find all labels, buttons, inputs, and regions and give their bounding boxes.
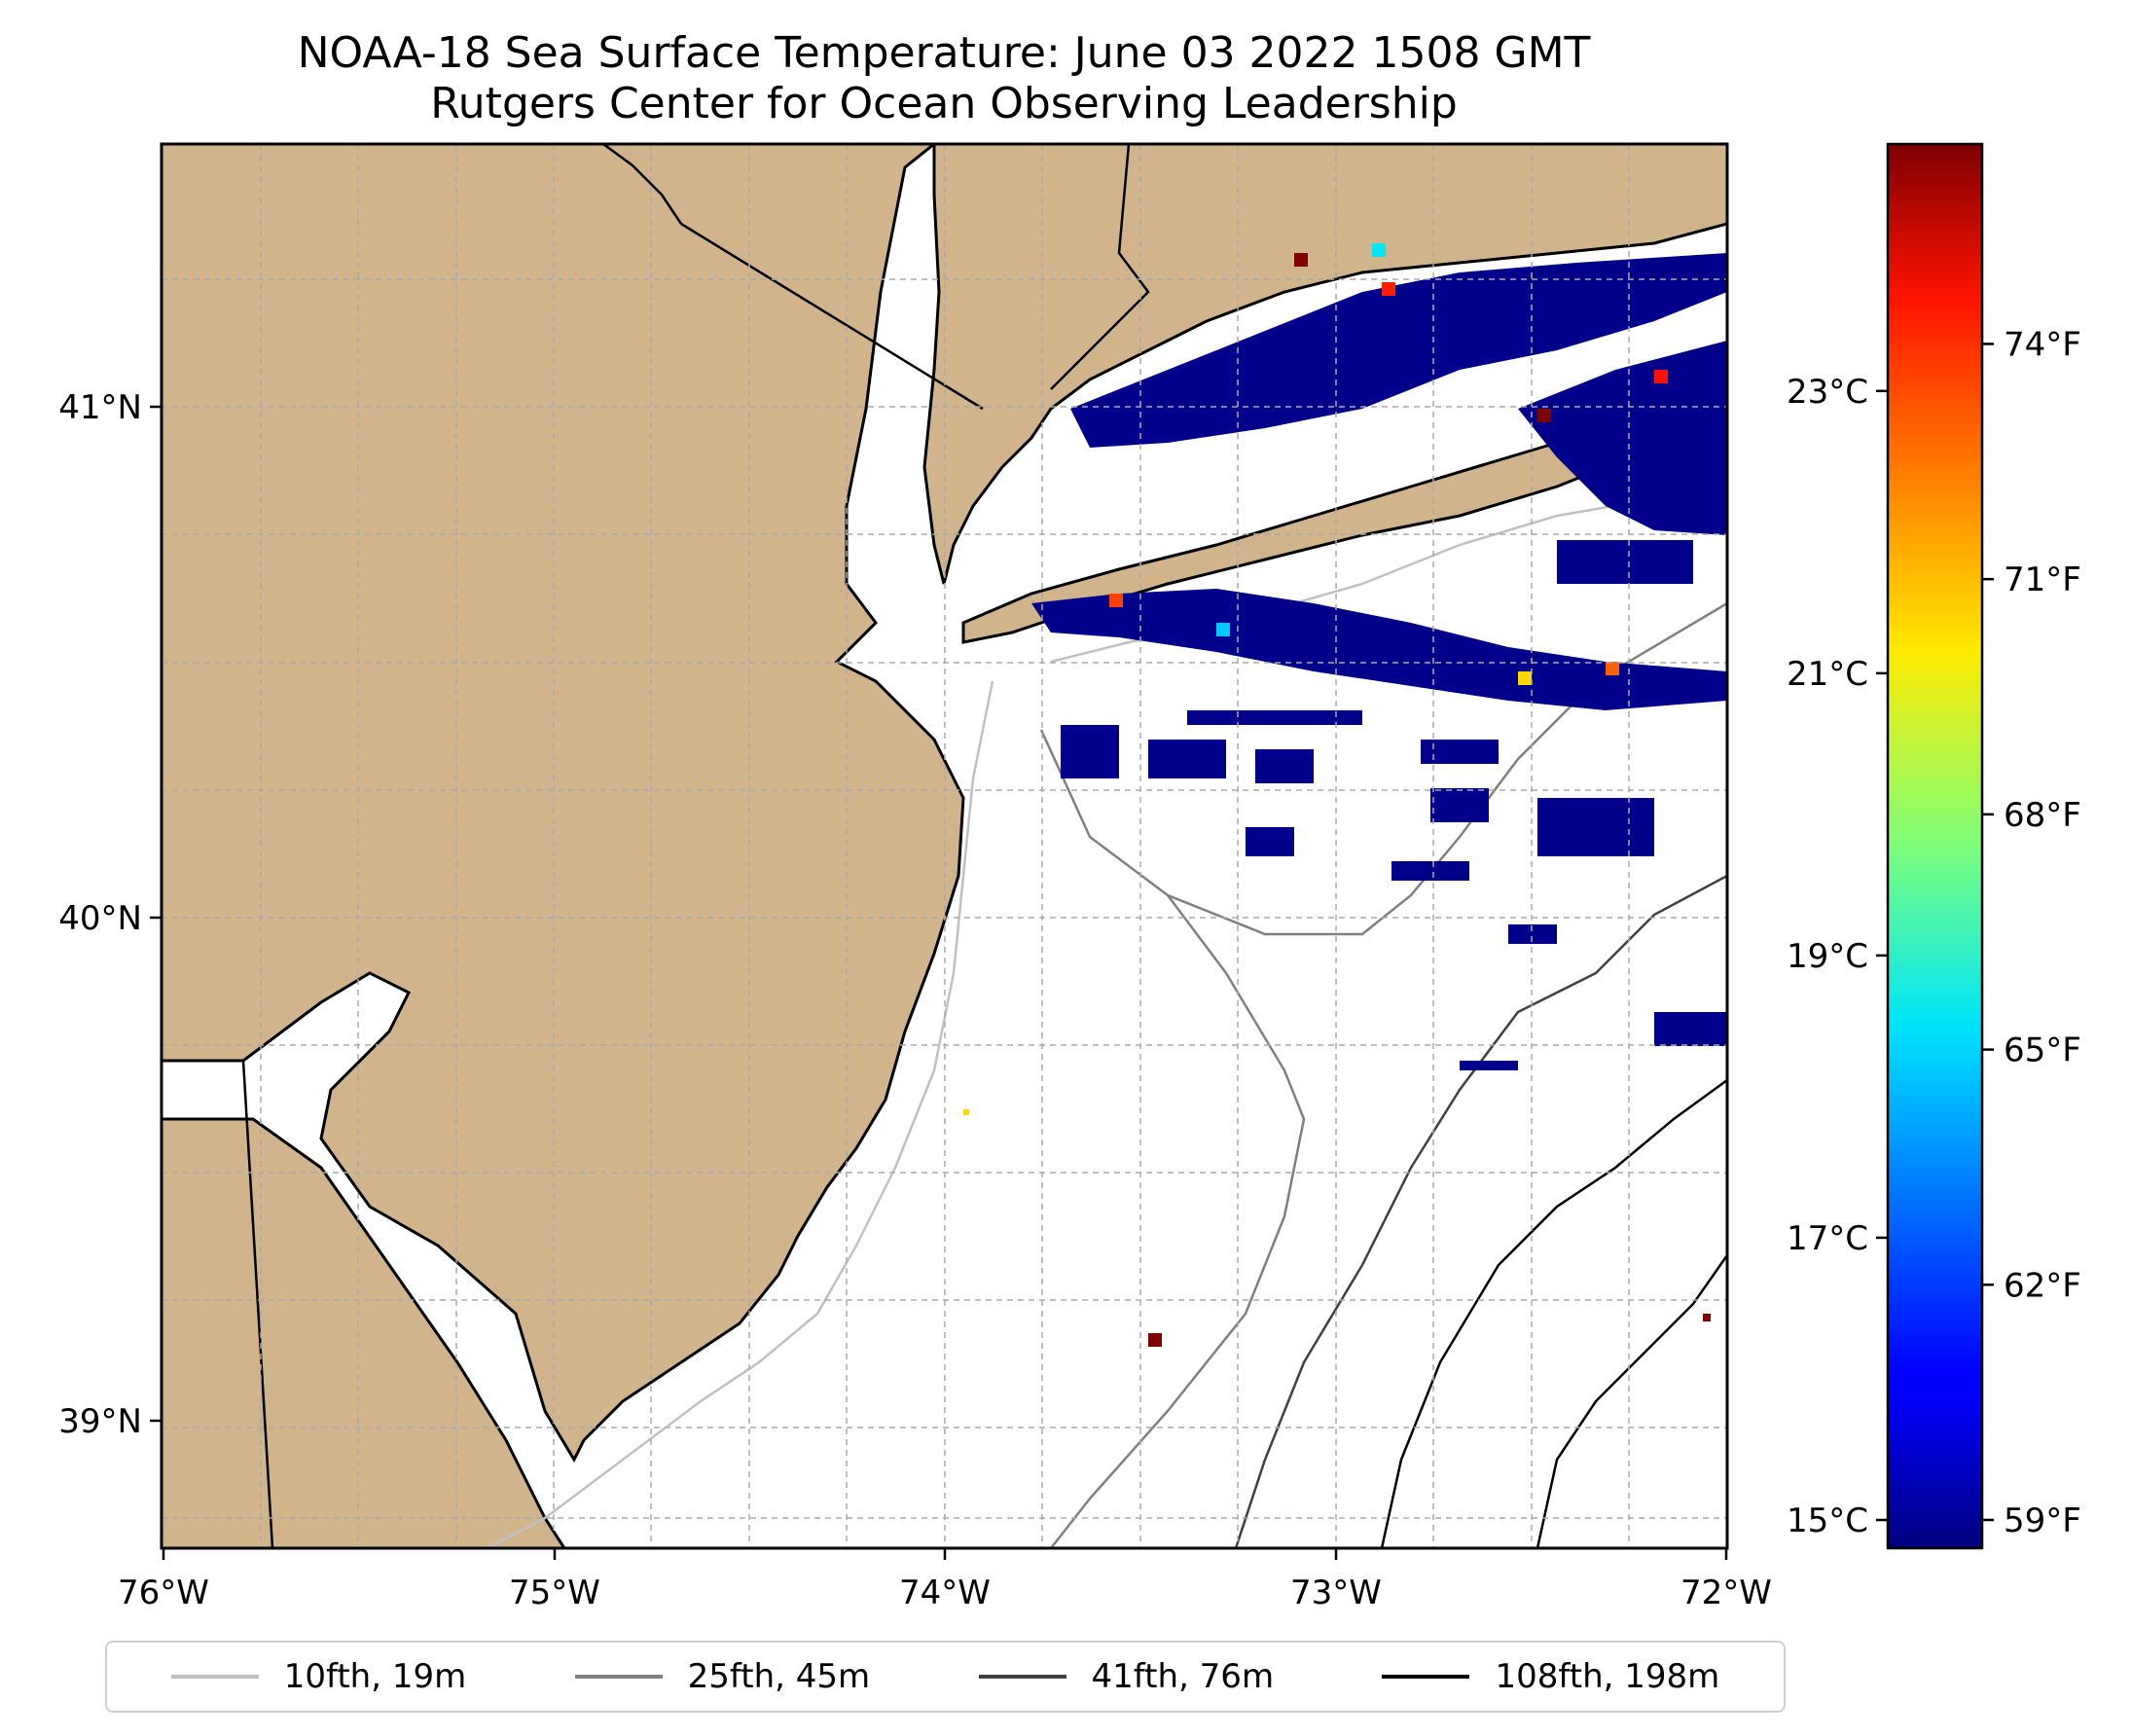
legend-item-10fth: 10fth, 19m bbox=[170, 1657, 467, 1696]
lon-tick-73w: 73°W bbox=[1290, 1573, 1382, 1612]
colorbar-f-label: 68°F bbox=[2004, 796, 2081, 835]
colorbar-c-label: 23°C bbox=[1787, 373, 1868, 412]
isobath-10fth bbox=[486, 485, 1727, 1548]
colorbar-c-label: 17°C bbox=[1787, 1219, 1868, 1258]
legend-label-108fth: 108fth, 198m bbox=[1495, 1657, 1720, 1696]
map-area bbox=[162, 144, 1727, 1548]
legend-item-25fth: 25fth, 45m bbox=[574, 1657, 871, 1696]
colorbar bbox=[1886, 142, 1984, 1550]
colorbar-f-label: 62°F bbox=[2004, 1266, 2081, 1305]
legend-swatch-25fth bbox=[574, 1675, 663, 1679]
colorbar-c-label: 21°C bbox=[1787, 655, 1868, 694]
legend-label-25fth: 25fth, 45m bbox=[687, 1657, 871, 1696]
land-new-york bbox=[922, 144, 1727, 585]
legend-label-41fth: 41fth, 76m bbox=[1091, 1657, 1275, 1696]
legend-swatch-10fth bbox=[170, 1675, 259, 1679]
colorbar-ticks: 23°C 21°C 19°C 17°C 15°C 74°F 71°F 68°F 65°F 62°F… bbox=[1787, 325, 2081, 1540]
lat-tick-40n: 40°N bbox=[58, 899, 142, 938]
colorbar-f-label: 59°F bbox=[2004, 1501, 2081, 1540]
chart-title-line2: Rutgers Center for Ocean Observing Leade… bbox=[430, 79, 1458, 128]
colorbar-c-label: 19°C bbox=[1787, 937, 1868, 976]
sst-patches bbox=[963, 243, 1727, 1347]
lat-tick-39n: 39°N bbox=[58, 1402, 142, 1441]
land-new-jersey bbox=[162, 144, 965, 1464]
legend-item-108fth: 108fth, 198m bbox=[1382, 1657, 1719, 1696]
gridlines bbox=[162, 144, 1727, 1548]
lat-tick-41n: 41°N bbox=[58, 388, 142, 427]
lon-tick-74w: 74°W bbox=[899, 1573, 991, 1612]
isobath-108fth bbox=[1380, 1078, 1727, 1548]
colorbar-c-label: 15°C bbox=[1787, 1501, 1868, 1540]
legend-label-10fth: 10fth, 19m bbox=[283, 1657, 467, 1696]
chart-title-line1: NOAA-18 Sea Surface Temperature: June 03… bbox=[297, 28, 1591, 78]
legend-item-41fth: 41fth, 76m bbox=[978, 1657, 1275, 1696]
colorbar-f-label: 74°F bbox=[2004, 325, 2081, 364]
isobath-25fth bbox=[1039, 601, 1727, 1548]
colorbar-f-label: 65°F bbox=[2004, 1031, 2081, 1070]
isobath-41fth bbox=[1234, 874, 1727, 1548]
lon-tick-75w: 75°W bbox=[509, 1573, 600, 1612]
state-borders bbox=[162, 144, 1150, 1548]
lon-tick-76w: 76°W bbox=[118, 1573, 209, 1612]
isobath-legend: 10fth, 19m 25fth, 45m 41fth, 76m 108fth,… bbox=[105, 1641, 1786, 1713]
land-delaware bbox=[162, 1117, 566, 1548]
legend-swatch-41fth bbox=[978, 1675, 1066, 1679]
axis-ticks bbox=[150, 405, 1728, 1560]
colorbar-f-label: 71°F bbox=[2004, 561, 2081, 599]
lon-tick-72w: 72°W bbox=[1680, 1573, 1772, 1612]
legend-swatch-108fth bbox=[1382, 1675, 1470, 1679]
